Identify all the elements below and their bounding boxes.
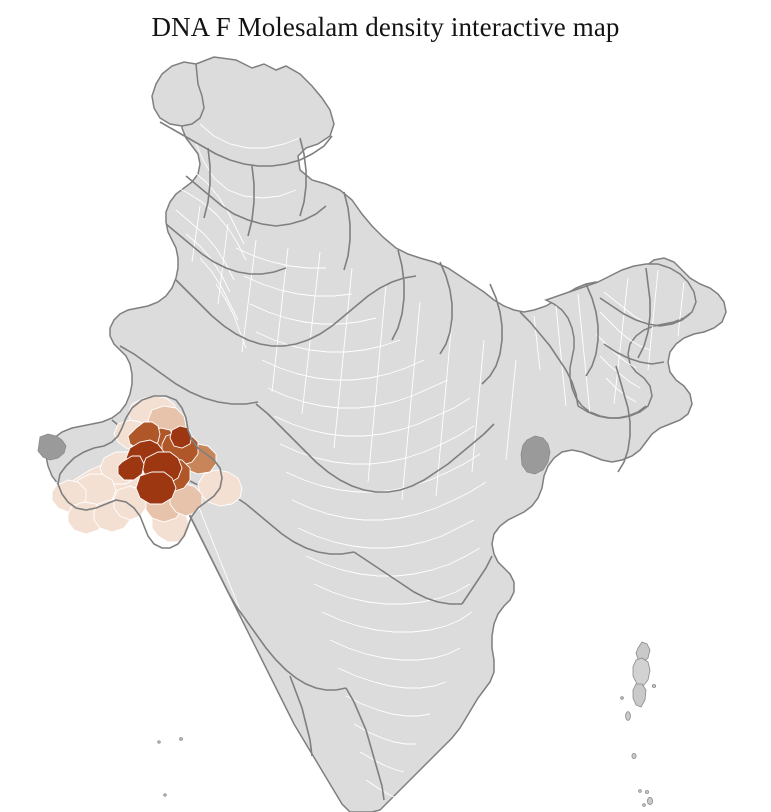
region-kheda-east-spur: [170, 426, 192, 448]
andaman-nicobar-islands: [620, 641, 657, 807]
map-svg[interactable]: [0, 44, 771, 812]
kutch-west-patch: [37, 433, 67, 461]
region-anand: [136, 472, 176, 504]
gujarat-state-outline: [57, 395, 223, 549]
district-border-mesh: [55, 123, 685, 799]
sundarbans-patch: [520, 435, 551, 475]
india-choropleth-map[interactable]: [0, 44, 771, 812]
page-title: DNA F Molesalam density interactive map: [151, 12, 620, 42]
jammu-kashmir-base: [151, 61, 205, 127]
lakshadweep-islands: [157, 737, 183, 797]
choropleth-highlight-regions[interactable]: [52, 396, 242, 542]
island-groups: [157, 641, 657, 807]
no-data-dark-regions: [37, 433, 551, 475]
region-ahmedabad-north-spur: [118, 456, 144, 480]
